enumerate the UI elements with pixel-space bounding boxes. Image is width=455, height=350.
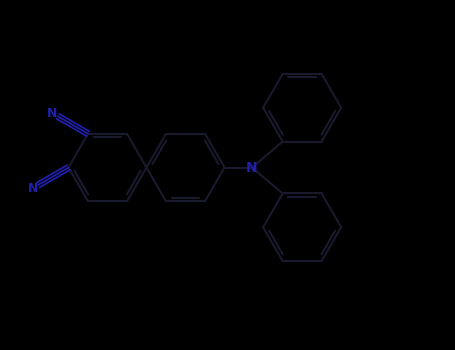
Text: N: N <box>246 161 258 175</box>
Text: N: N <box>47 107 58 120</box>
Text: N: N <box>28 182 38 195</box>
